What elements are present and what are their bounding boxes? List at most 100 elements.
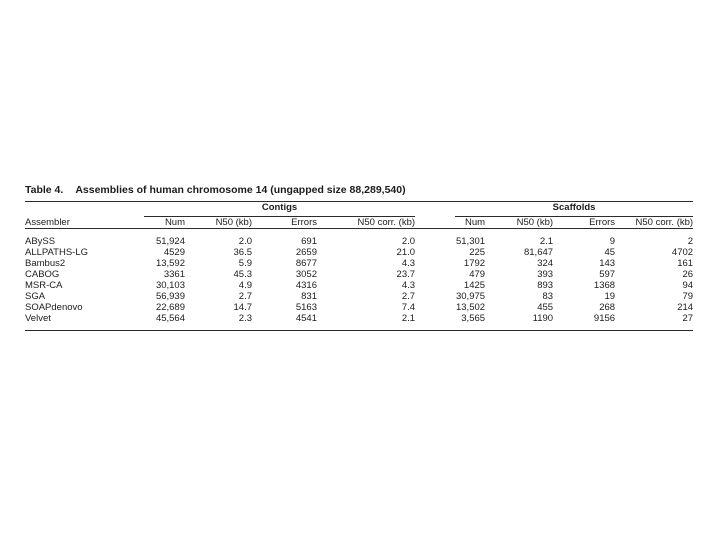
group-header-spacer [25, 202, 120, 217]
assembler-name: MSR-CA [25, 280, 63, 291]
cell-scaffolds-errors: 1368 [593, 280, 616, 291]
cell-scaffolds-num: 13,502 [455, 302, 486, 313]
cell-contigs-errors: 3052 [295, 269, 317, 280]
table-title: Table 4. Assemblies of human chromosome 1… [25, 184, 693, 197]
cell-contigs-n50corr: 4.3 [401, 280, 416, 291]
cell-scaffolds-num: 225 [469, 247, 486, 258]
table-row: MSR-CA 30,103 4.9 4316 4.3 1425 893 1368… [25, 280, 693, 291]
cell-scaffolds-n50corr: 4702 [671, 247, 694, 258]
cell-contigs-n50: 45.3 [233, 269, 253, 280]
cell-contigs-n50: 2.7 [238, 291, 252, 302]
cell-scaffolds-n50: 1190 [532, 313, 554, 324]
cell-scaffolds-n50corr: 94 [682, 280, 694, 291]
cell-scaffolds-n50: 393 [537, 269, 554, 280]
cell-scaffolds-errors: 9156 [593, 313, 616, 324]
cell-contigs-n50: 36.5 [233, 247, 253, 258]
cell-contigs-n50corr: 2.1 [401, 313, 416, 324]
cell-scaffolds-n50: 81,647 [523, 247, 554, 258]
cell-contigs-num: 45,564 [155, 313, 185, 324]
cell-scaffolds-num: 1792 [463, 258, 486, 269]
cell-scaffolds-n50: 455 [537, 302, 554, 313]
cell-contigs-num: 3361 [163, 269, 185, 280]
assembler-name: ABySS [25, 236, 56, 247]
column-header-row: Assembler Num N50 (kb) Errors N50 corr. … [25, 217, 694, 229]
cell-scaffolds-num: 1425 [463, 280, 486, 291]
column-header-contigs-num: Num [120, 217, 185, 229]
cell-contigs-errors: 831 [301, 291, 317, 302]
cell-scaffolds-n50: 2.1 [539, 236, 554, 247]
cell-contigs-n50corr: 7.4 [401, 302, 416, 313]
cell-contigs-num: 30,103 [155, 280, 185, 291]
table-row: Bambus2 13,592 5.9 8677 4.3 1792 324 143… [25, 258, 693, 269]
column-header-contigs-errors: Errors [252, 217, 317, 229]
cell-scaffolds-n50corr: 161 [677, 258, 694, 269]
cell-contigs-n50corr: 21.0 [396, 247, 416, 258]
cell-contigs-errors: 4541 [295, 313, 317, 324]
top-rule [25, 201, 693, 202]
cell-contigs-num: 13,592 [155, 258, 185, 269]
cell-scaffolds-num: 479 [469, 269, 486, 280]
cell-scaffolds-errors: 45 [604, 247, 616, 258]
cell-scaffolds-n50: 324 [537, 258, 554, 269]
cell-scaffolds-n50corr: 2 [687, 236, 694, 247]
cell-contigs-num: 22,689 [155, 302, 185, 313]
cell-contigs-errors: 691 [301, 236, 317, 247]
table-row: SOAPdenovo 22,689 14.7 5163 7.4 13,502 4… [25, 302, 693, 313]
cell-contigs-errors: 2659 [295, 247, 317, 258]
column-header-scaffolds-n50corr: N50 corr. (kb) [615, 217, 694, 229]
cell-contigs-errors: 5163 [295, 302, 317, 313]
cell-contigs-num: 51,924 [155, 236, 185, 247]
cell-contigs-n50: 14.7 [233, 302, 253, 313]
table-row: CABOG 3361 45.3 3052 23.7 479 393 597 26 [25, 269, 693, 280]
paper-table: Table 4. Assemblies of human chromosome 1… [25, 184, 694, 331]
column-header-assembler: Assembler [25, 217, 120, 229]
table-caption: Assemblies of human chromosome 14 (ungap… [75, 184, 406, 196]
column-header-contigs-n50corr: N50 corr. (kb) [317, 217, 416, 229]
column-header-scaffolds-errors: Errors [553, 217, 616, 229]
cell-contigs-n50: 5.9 [238, 258, 252, 269]
group-header-contigs: Contigs [120, 202, 416, 217]
column-header-scaffolds-num: Num [415, 217, 486, 229]
cell-contigs-num: 4529 [163, 247, 185, 258]
cell-scaffolds-n50: 83 [542, 291, 554, 302]
bottom-rule [25, 330, 693, 331]
assembler-name: Bambus2 [25, 258, 66, 269]
table-row: SGA 56,939 2.7 831 2.7 30,975 83 19 79 [25, 291, 693, 302]
table-row: ALLPATHS-LG 4529 36.5 2659 21.0 225 81,6… [25, 247, 693, 258]
cell-scaffolds-num: 30,975 [455, 291, 486, 302]
cell-contigs-n50corr: 2.7 [401, 291, 416, 302]
cell-scaffolds-errors: 268 [599, 302, 616, 313]
assembler-name: SOAPdenovo [25, 302, 83, 313]
column-header-contigs-n50: N50 (kb) [185, 217, 252, 229]
cell-contigs-n50: 4.9 [238, 280, 252, 291]
cell-scaffolds-num: 3,565 [461, 313, 486, 324]
assembler-name: SGA [25, 291, 46, 302]
cell-contigs-errors: 8677 [295, 258, 317, 269]
cell-scaffolds-errors: 143 [599, 258, 616, 269]
cell-contigs-errors: 4316 [295, 280, 317, 291]
cell-scaffolds-n50corr: 26 [682, 269, 694, 280]
table-number-label: Table 4. [25, 184, 64, 196]
assembler-name: CABOG [25, 269, 60, 280]
assembler-name: ALLPATHS-LG [25, 247, 89, 258]
table-row: ABySS 51,924 2.0 691 2.0 51,301 2.1 9 2 [25, 229, 693, 248]
table-row: Velvet 45,564 2.3 4541 2.1 3,565 1190 91… [25, 313, 693, 330]
group-header-row: Contigs Scaffolds [25, 202, 694, 217]
cell-scaffolds-num: 51,301 [455, 236, 486, 247]
cell-contigs-n50corr: 23.7 [396, 269, 416, 280]
cell-contigs-n50corr: 4.3 [401, 258, 416, 269]
cell-scaffolds-n50corr: 79 [682, 291, 694, 302]
cell-scaffolds-errors: 597 [599, 269, 616, 280]
cell-scaffolds-n50corr: 27 [682, 313, 694, 324]
column-header-scaffolds-n50: N50 (kb) [485, 217, 554, 229]
cell-contigs-num: 56,939 [155, 291, 185, 302]
cell-scaffolds-errors: 9 [609, 236, 616, 247]
group-header-scaffolds: Scaffolds [415, 202, 694, 217]
cell-contigs-n50: 2.3 [238, 313, 252, 324]
assembler-name: Velvet [25, 313, 51, 324]
cell-scaffolds-n50corr: 214 [677, 302, 694, 313]
cell-scaffolds-errors: 19 [604, 291, 616, 302]
cell-contigs-n50corr: 2.0 [401, 236, 416, 247]
assembly-table: Contigs Scaffolds Assembler Num N50 (kb)… [25, 202, 694, 330]
